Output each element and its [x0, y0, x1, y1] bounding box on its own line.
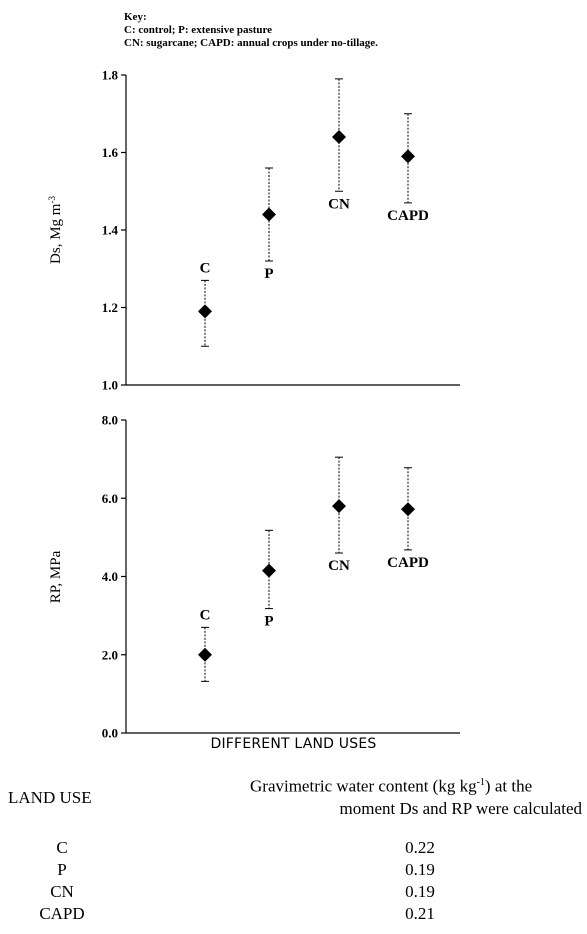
- point-label: C: [200, 260, 211, 276]
- point-label: P: [264, 266, 273, 282]
- point-label: C: [200, 607, 211, 623]
- cell-water: 0.21: [405, 904, 435, 923]
- table-row: CN 0.19: [0, 881, 587, 903]
- y-tick-label: 2.0: [102, 647, 118, 662]
- y-tick-label: 4.0: [102, 569, 118, 584]
- data-point: [401, 502, 415, 517]
- point-label: P: [264, 614, 273, 630]
- point-label: CAPD: [387, 208, 429, 224]
- table-header-land-use: LAND USE: [8, 788, 92, 807]
- cell-water: 0.19: [405, 860, 435, 879]
- y-axis-label: Ds, Mg m-3: [47, 196, 64, 264]
- y-tick-label: 1.8: [102, 68, 119, 83]
- y-tick-label: 0.0: [102, 726, 118, 741]
- point-label: CN: [328, 558, 350, 574]
- data-point: [401, 149, 415, 164]
- cell-water: 0.19: [405, 882, 435, 901]
- ds-chart: 1.0 1.2 1.4 1.6 1.8 Ds, Mg m-3 C P CN CAPD: [47, 68, 460, 393]
- x-axis-label: DIFFERENT LAND USES: [210, 736, 377, 752]
- table-row: CAPD 0.21: [0, 903, 587, 925]
- y-axis-label-superscript: -3: [47, 196, 57, 204]
- cell-land-use: CN: [50, 882, 74, 901]
- cell-land-use: P: [57, 860, 67, 879]
- point-label: CN: [328, 196, 350, 212]
- y-tick-label: 1.6: [102, 145, 119, 160]
- point-label: CAPD: [387, 555, 429, 571]
- table-header-water: Gravimetric water content (kg kg-1) at t…: [250, 772, 582, 820]
- cell-land-use: C: [56, 838, 68, 857]
- y-tick-label: 1.2: [102, 300, 118, 315]
- y-tick-label: 1.4: [102, 223, 119, 238]
- data-point: [262, 207, 276, 222]
- data-point: [332, 130, 346, 144]
- key-line-1: C: control; P: extensive pasture: [124, 24, 273, 36]
- cell-land-use: CAPD: [39, 904, 85, 923]
- key-title: Key:: [124, 11, 147, 23]
- data-point: [262, 563, 276, 578]
- y-tick-label: 6.0: [102, 491, 118, 506]
- cell-water: 0.22: [405, 838, 435, 857]
- data-point: [198, 304, 212, 319]
- header-water-part2: ) at the: [484, 776, 533, 796]
- data-point: [198, 647, 212, 662]
- header-water-sup: -1: [476, 777, 485, 788]
- key-line-2: CN: sugarcane; CAPD: annual crops under …: [124, 37, 378, 49]
- header-water-part1: Gravimetric water content (kg kg: [250, 776, 477, 796]
- chart-key: Key: C: control; P: extensive pasture CN…: [124, 11, 378, 50]
- header-water-line2: moment Ds and RP were calculated: [339, 798, 583, 818]
- table-row: P 0.19: [0, 859, 587, 881]
- rp-chart: 0.0 2.0 4.0 6.0 8.0 RP, MPa C P CN CAPD: [48, 413, 460, 741]
- data-point: [332, 499, 346, 514]
- table-row: C 0.22: [0, 837, 587, 859]
- charts-canvas: 1.0 1.2 1.4 1.6 1.8 Ds, Mg m-3 C P CN CAPD 0.0 2.0…: [47, 68, 460, 741]
- table-body: C 0.22 P 0.19 CN 0.19 CAPD 0.21: [0, 837, 587, 925]
- y-tick-label: 8.0: [102, 413, 118, 428]
- y-axis-label: RP, MPa: [48, 550, 64, 603]
- y-tick-label: 1.0: [102, 378, 118, 393]
